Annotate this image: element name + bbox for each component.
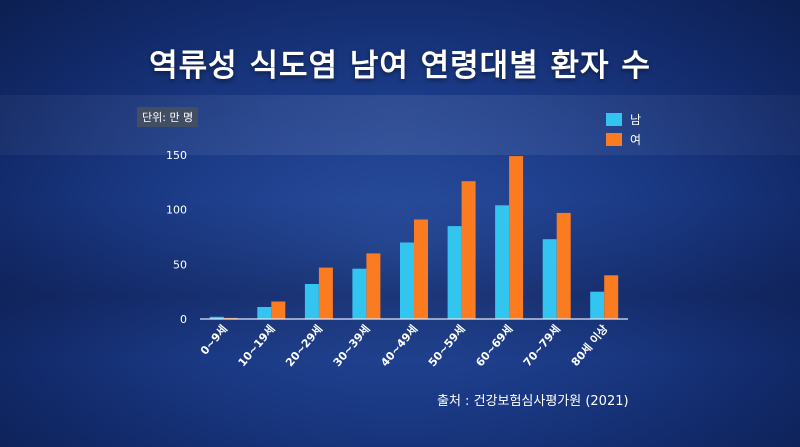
bar-male: [209, 316, 224, 319]
y-tick-label: 150: [166, 149, 187, 162]
bar-female: [604, 275, 619, 319]
x-tick-label: 40~49세: [377, 322, 420, 369]
source-note: 출처 : 건강보험심사평가원 (2021): [437, 394, 629, 409]
bar-female: [509, 156, 524, 319]
x-tick-label: 70~79세: [520, 322, 563, 369]
legend-item-female: 여: [606, 129, 641, 149]
x-tick-label: 0~9세: [197, 322, 230, 358]
bar-male: [352, 268, 367, 319]
unit-label: 단위: 만 명: [137, 107, 199, 127]
legend-label-female: 여: [630, 132, 642, 147]
bar-male: [304, 284, 319, 319]
legend: 남 여: [606, 109, 641, 149]
background-band: [0, 95, 800, 155]
x-tick-label: 20~29세: [282, 322, 325, 369]
x-tick-label: 80세 이상: [568, 322, 611, 369]
bar-female: [318, 267, 333, 319]
y-tick-label: 100: [166, 204, 187, 217]
legend-swatch-male: [606, 112, 622, 126]
y-tick-label: 0: [180, 313, 187, 326]
legend-item-male: 남: [606, 109, 641, 129]
legend-swatch-female: [606, 132, 622, 146]
bar-female: [414, 219, 428, 319]
bar-male: [495, 205, 510, 319]
x-tick-label: 50~59세: [425, 322, 468, 369]
x-tick-label: 60~69세: [473, 322, 516, 369]
x-tick-label: 10~19세: [235, 322, 278, 369]
y-tick-label: 50: [173, 258, 187, 271]
bar-male: [542, 239, 557, 319]
bar-female: [461, 181, 476, 319]
bar-male: [447, 226, 462, 319]
x-tick-label: 30~39세: [330, 322, 373, 369]
legend-label-male: 남: [630, 112, 642, 127]
bar-male: [257, 307, 272, 319]
bar-female: [556, 212, 571, 319]
chart-title: 역류성 식도염 남여 연령대별 환자 수: [149, 48, 651, 84]
bar-male: [400, 242, 414, 319]
bar-male: [590, 291, 605, 319]
bar-female: [366, 253, 381, 319]
bar-female: [271, 301, 286, 319]
